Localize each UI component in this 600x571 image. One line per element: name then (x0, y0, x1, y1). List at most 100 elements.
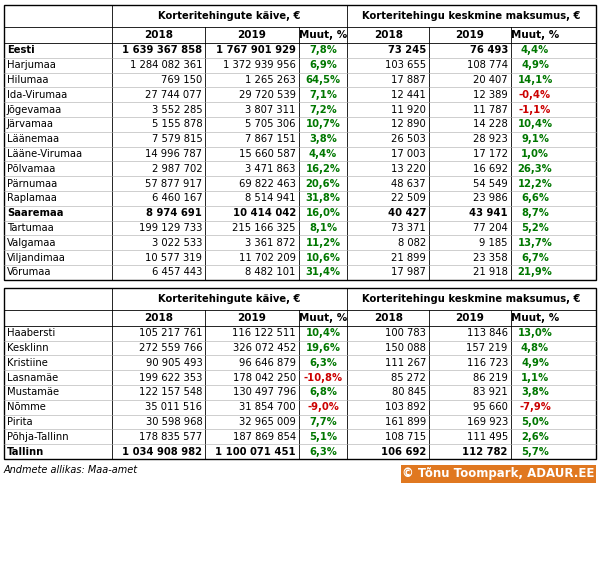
Text: 1 284 082 361: 1 284 082 361 (130, 60, 202, 70)
Text: 21,9%: 21,9% (518, 267, 553, 278)
Text: 1 100 071 451: 1 100 071 451 (215, 447, 296, 457)
Text: 326 072 452: 326 072 452 (233, 343, 296, 353)
Text: Saaremaa: Saaremaa (7, 208, 64, 218)
Text: 4,4%: 4,4% (521, 46, 549, 55)
Text: 54 549: 54 549 (473, 179, 508, 188)
Text: 199 129 733: 199 129 733 (139, 223, 202, 233)
Text: 30 598 968: 30 598 968 (146, 417, 202, 427)
Text: 85 272: 85 272 (391, 373, 426, 383)
Text: 20 407: 20 407 (473, 75, 508, 85)
Text: 116 723: 116 723 (467, 358, 508, 368)
Text: 12 890: 12 890 (391, 119, 426, 130)
Text: Ida-Virumaa: Ida-Virumaa (7, 90, 67, 100)
Text: 8 482 101: 8 482 101 (245, 267, 296, 278)
Text: 122 157 548: 122 157 548 (139, 387, 202, 397)
Text: 21 899: 21 899 (391, 252, 426, 263)
Text: 178 042 250: 178 042 250 (233, 373, 296, 383)
Text: Nõmme: Nõmme (7, 402, 46, 412)
Text: 108 715: 108 715 (385, 432, 426, 442)
Text: -9,0%: -9,0% (307, 402, 339, 412)
Text: 2018: 2018 (144, 313, 173, 323)
Text: 5,0%: 5,0% (521, 417, 549, 427)
Text: Võrumaa: Võrumaa (7, 267, 52, 278)
Text: 1,1%: 1,1% (521, 373, 549, 383)
Text: 4,4%: 4,4% (309, 149, 337, 159)
Text: 3 471 863: 3 471 863 (245, 164, 296, 174)
Text: Muut, %: Muut, % (511, 30, 559, 40)
Text: 27 744 077: 27 744 077 (145, 90, 202, 100)
Text: Muut, %: Muut, % (299, 30, 347, 40)
Text: 21 918: 21 918 (473, 267, 508, 278)
Text: 48 637: 48 637 (391, 179, 426, 188)
Text: 2 987 702: 2 987 702 (152, 164, 202, 174)
Text: 4,8%: 4,8% (521, 343, 549, 353)
Text: 103 892: 103 892 (385, 402, 426, 412)
Text: 7,7%: 7,7% (309, 417, 337, 427)
Text: 2019: 2019 (238, 313, 266, 323)
Text: 7 867 151: 7 867 151 (245, 134, 296, 144)
Text: 6,3%: 6,3% (309, 447, 337, 457)
Text: 113 846: 113 846 (467, 328, 508, 338)
Text: 3 361 872: 3 361 872 (245, 238, 296, 248)
Text: Haabersti: Haabersti (7, 328, 55, 338)
Text: Tartumaa: Tartumaa (7, 223, 54, 233)
Text: 17 887: 17 887 (391, 75, 426, 85)
Text: 86 219: 86 219 (473, 373, 508, 383)
Text: Muut, %: Muut, % (511, 313, 559, 323)
Text: 187 869 854: 187 869 854 (233, 432, 296, 442)
Text: 10 577 319: 10 577 319 (145, 252, 202, 263)
Text: 112 782: 112 782 (463, 447, 508, 457)
Text: Hilumaa: Hilumaa (7, 75, 49, 85)
Text: Korteritehingute käive, €: Korteritehingute käive, € (158, 294, 301, 304)
Text: 769 150: 769 150 (161, 75, 202, 85)
Text: Kesklinn: Kesklinn (7, 343, 49, 353)
Bar (401, 465, 596, 483)
Text: 3 022 533: 3 022 533 (152, 238, 202, 248)
Text: 103 655: 103 655 (385, 60, 426, 70)
Text: 31,8%: 31,8% (305, 194, 341, 203)
Text: Muut, %: Muut, % (299, 313, 347, 323)
Text: 26,3%: 26,3% (518, 164, 553, 174)
Text: 16,0%: 16,0% (305, 208, 341, 218)
Text: 73 371: 73 371 (391, 223, 426, 233)
Text: 10,7%: 10,7% (305, 119, 341, 130)
Text: 6,3%: 6,3% (309, 358, 337, 368)
Text: 8 082: 8 082 (398, 238, 426, 248)
Text: Tallinn: Tallinn (7, 447, 44, 457)
Text: 11 787: 11 787 (473, 104, 508, 115)
Text: 10,4%: 10,4% (517, 119, 553, 130)
Text: Põhja-Tallinn: Põhja-Tallinn (7, 432, 68, 442)
Text: 35 011 516: 35 011 516 (145, 402, 202, 412)
Text: -7,9%: -7,9% (519, 402, 551, 412)
Bar (4, 288, 596, 459)
Text: 16,2%: 16,2% (305, 164, 341, 174)
Text: 14,1%: 14,1% (517, 75, 553, 85)
Text: 1 767 901 929: 1 767 901 929 (216, 46, 296, 55)
Text: -1,1%: -1,1% (519, 104, 551, 115)
Text: 2,6%: 2,6% (521, 432, 549, 442)
Text: Korteritehingute käive, €: Korteritehingute käive, € (158, 11, 301, 21)
Text: 17 172: 17 172 (473, 149, 508, 159)
Text: 12,2%: 12,2% (518, 179, 553, 188)
Text: Põlvamaa: Põlvamaa (7, 164, 55, 174)
Text: 1 639 367 858: 1 639 367 858 (122, 46, 202, 55)
Text: © Tõnu Toompark, ADAUR.EE: © Tõnu Toompark, ADAUR.EE (403, 468, 595, 481)
Text: Korteritehingu keskmine maksumus, €: Korteritehingu keskmine maksumus, € (362, 294, 581, 304)
Text: 29 720 539: 29 720 539 (239, 90, 296, 100)
Text: Lasnamäe: Lasnamäe (7, 373, 58, 383)
Text: 8,1%: 8,1% (309, 223, 337, 233)
Text: 9 185: 9 185 (479, 238, 508, 248)
Text: 5 705 306: 5 705 306 (245, 119, 296, 130)
Text: 108 774: 108 774 (467, 60, 508, 70)
Text: 32 965 009: 32 965 009 (239, 417, 296, 427)
Text: 2018: 2018 (374, 30, 403, 40)
Text: 157 219: 157 219 (466, 343, 508, 353)
Text: 64,5%: 64,5% (305, 75, 341, 85)
Text: 7,1%: 7,1% (309, 90, 337, 100)
Text: 6,9%: 6,9% (309, 60, 337, 70)
Text: 8 974 691: 8 974 691 (146, 208, 202, 218)
Text: 9,1%: 9,1% (521, 134, 549, 144)
Text: 3 552 285: 3 552 285 (152, 104, 202, 115)
Text: 19,6%: 19,6% (305, 343, 341, 353)
Text: 8,7%: 8,7% (521, 208, 549, 218)
